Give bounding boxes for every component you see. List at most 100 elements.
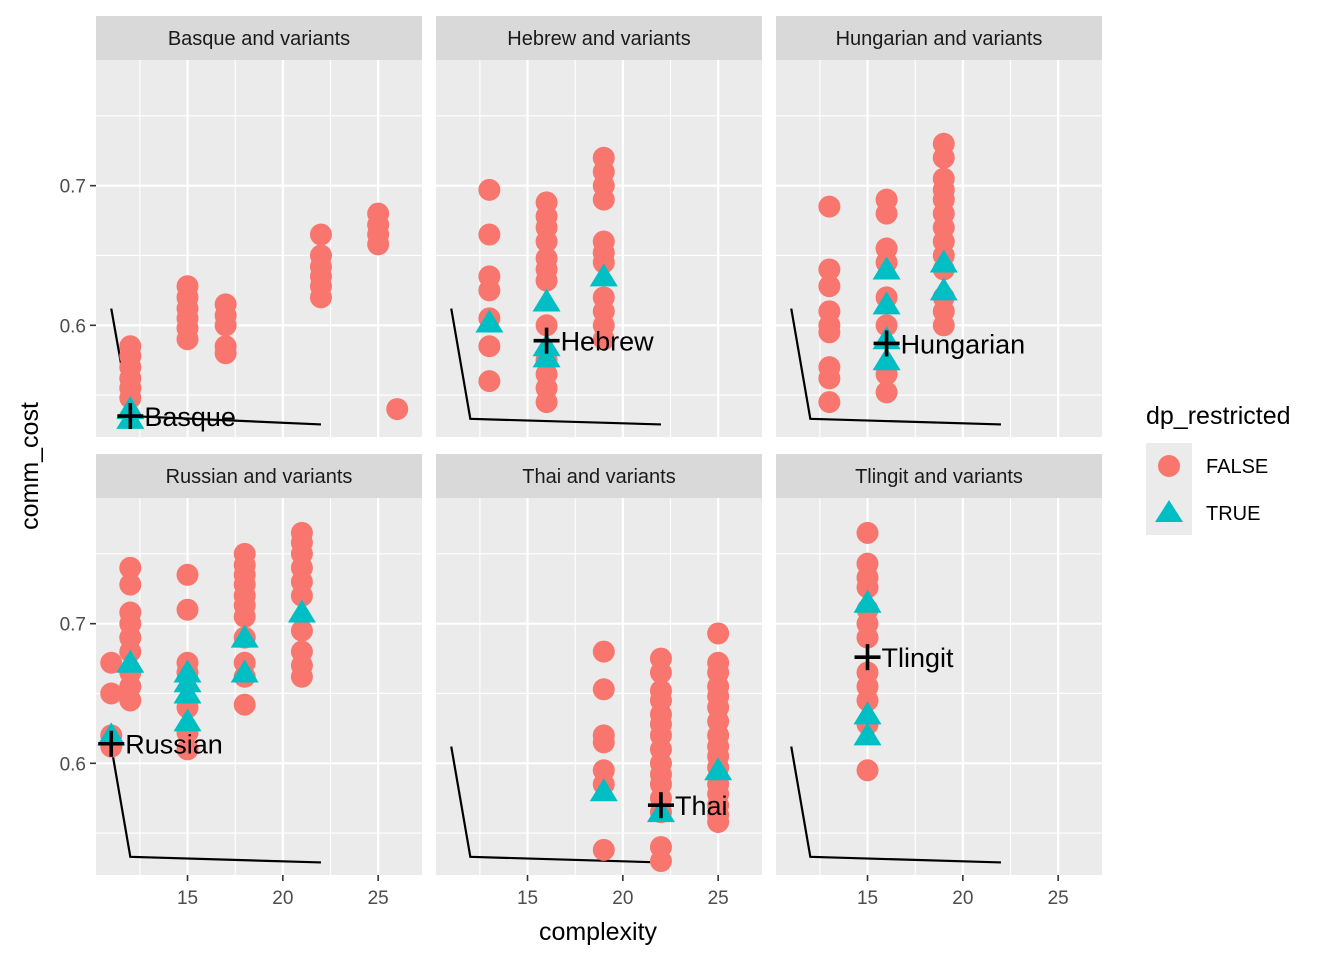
data-point-false <box>932 314 955 337</box>
legend-key-true-marker <box>1155 500 1183 522</box>
data-point-true <box>704 757 733 781</box>
data-point-false <box>856 759 879 782</box>
data-point-false <box>214 342 237 365</box>
data-point-true <box>230 659 259 683</box>
data-point-false <box>309 223 332 246</box>
data-point-false <box>856 626 879 649</box>
data-point-true <box>872 256 901 280</box>
data-point-false <box>535 269 558 292</box>
facet-panel: Basque and variants Basque <box>96 16 422 437</box>
data-point-false <box>309 286 332 309</box>
data-point-false <box>119 573 142 596</box>
facet-panel: Hungarian and variants Hungarian <box>776 16 1102 437</box>
data-point-true <box>853 701 882 725</box>
data-point-false <box>592 188 615 211</box>
data-point-false <box>478 370 501 393</box>
data-point-true <box>173 680 202 704</box>
data-point-false <box>818 275 841 298</box>
facet-title: Hungarian and variants <box>836 28 1043 50</box>
data-point-false <box>100 651 123 674</box>
data-point-false <box>478 335 501 358</box>
language-label: Thai <box>675 791 728 821</box>
data-point-true <box>853 722 882 746</box>
y-tick-label: 0.6 <box>60 316 86 337</box>
panel-background <box>776 498 1102 875</box>
data-point-false <box>592 640 615 663</box>
facet-strip <box>96 16 422 60</box>
data-point-false <box>535 314 558 337</box>
language-label: Russian <box>125 730 223 760</box>
legend-key-false-marker <box>1158 455 1180 477</box>
data-point-true <box>287 599 316 623</box>
data-point-true <box>532 344 561 368</box>
data-point-false <box>875 314 898 337</box>
x-tick-label: 15 <box>177 888 198 909</box>
y-tick-label: 0.7 <box>60 615 86 636</box>
data-point-false <box>818 367 841 390</box>
data-point-false <box>176 598 199 621</box>
data-point-false <box>856 576 879 599</box>
data-point-false <box>592 678 615 701</box>
facet-strip <box>436 16 762 60</box>
data-point-true <box>116 649 145 673</box>
data-point-false <box>818 195 841 218</box>
data-point-false <box>176 328 199 351</box>
data-point-false <box>290 665 313 688</box>
data-point-false <box>818 258 841 281</box>
panel-background <box>96 498 422 875</box>
data-point-true <box>173 708 202 732</box>
x-tick-label: 15 <box>517 888 538 909</box>
data-point-false <box>649 850 672 873</box>
facet-panels: Basque and variants Basque Hebrew and vari… <box>96 16 1102 875</box>
facet-panel: Hebrew and variants Hebrew <box>436 16 762 437</box>
data-point-false <box>290 619 313 642</box>
data-point-false <box>592 251 615 274</box>
data-point-false <box>214 314 237 337</box>
data-point-false <box>707 622 730 645</box>
data-point-false <box>856 521 879 544</box>
data-point-false <box>367 233 390 256</box>
data-point-false <box>233 605 256 628</box>
data-point-false <box>707 810 730 833</box>
language-label: Basque <box>144 402 236 432</box>
facet-title: Hebrew and variants <box>507 28 690 50</box>
data-point-true <box>532 288 561 312</box>
data-point-true <box>230 624 259 648</box>
facet-title: Russian and variants <box>166 466 353 488</box>
data-point-false <box>233 693 256 716</box>
x-tick-label: 20 <box>272 888 293 909</box>
panel-background <box>96 60 422 437</box>
data-point-false <box>535 230 558 253</box>
language-label: Hebrew <box>561 327 655 357</box>
facet-title: Thai and variants <box>522 466 675 488</box>
data-point-false <box>290 584 313 607</box>
data-point-false <box>119 556 142 579</box>
data-point-true <box>929 249 958 273</box>
data-point-false <box>818 391 841 414</box>
facet-title: Basque and variants <box>168 28 350 50</box>
data-point-false <box>875 381 898 404</box>
facet-panel: Thai and variants Thai <box>436 454 762 875</box>
data-point-false <box>478 223 501 246</box>
data-point-true <box>853 589 882 613</box>
frontier-line <box>450 746 661 864</box>
data-point-false <box>535 391 558 414</box>
x-tick-label: 25 <box>708 888 729 909</box>
legend-label-true: TRUE <box>1206 503 1260 525</box>
facet-strip <box>96 454 422 498</box>
data-point-false <box>176 563 199 586</box>
data-point-false <box>592 731 615 754</box>
data-point-false <box>649 661 672 684</box>
legend: dp_restricted FALSE TRUE <box>1146 402 1291 535</box>
frontier-line <box>110 746 321 864</box>
data-point-false <box>932 146 955 169</box>
legend-label-false: FALSE <box>1206 456 1268 478</box>
facet-panel: Tlingit and variants Tlingit <box>776 454 1102 875</box>
data-point-false <box>592 328 615 351</box>
data-point-true <box>589 778 618 802</box>
y-axis-title: comm_cost <box>16 402 44 530</box>
data-point-true <box>589 263 618 287</box>
data-point-true <box>929 277 958 301</box>
data-point-false <box>100 682 123 705</box>
